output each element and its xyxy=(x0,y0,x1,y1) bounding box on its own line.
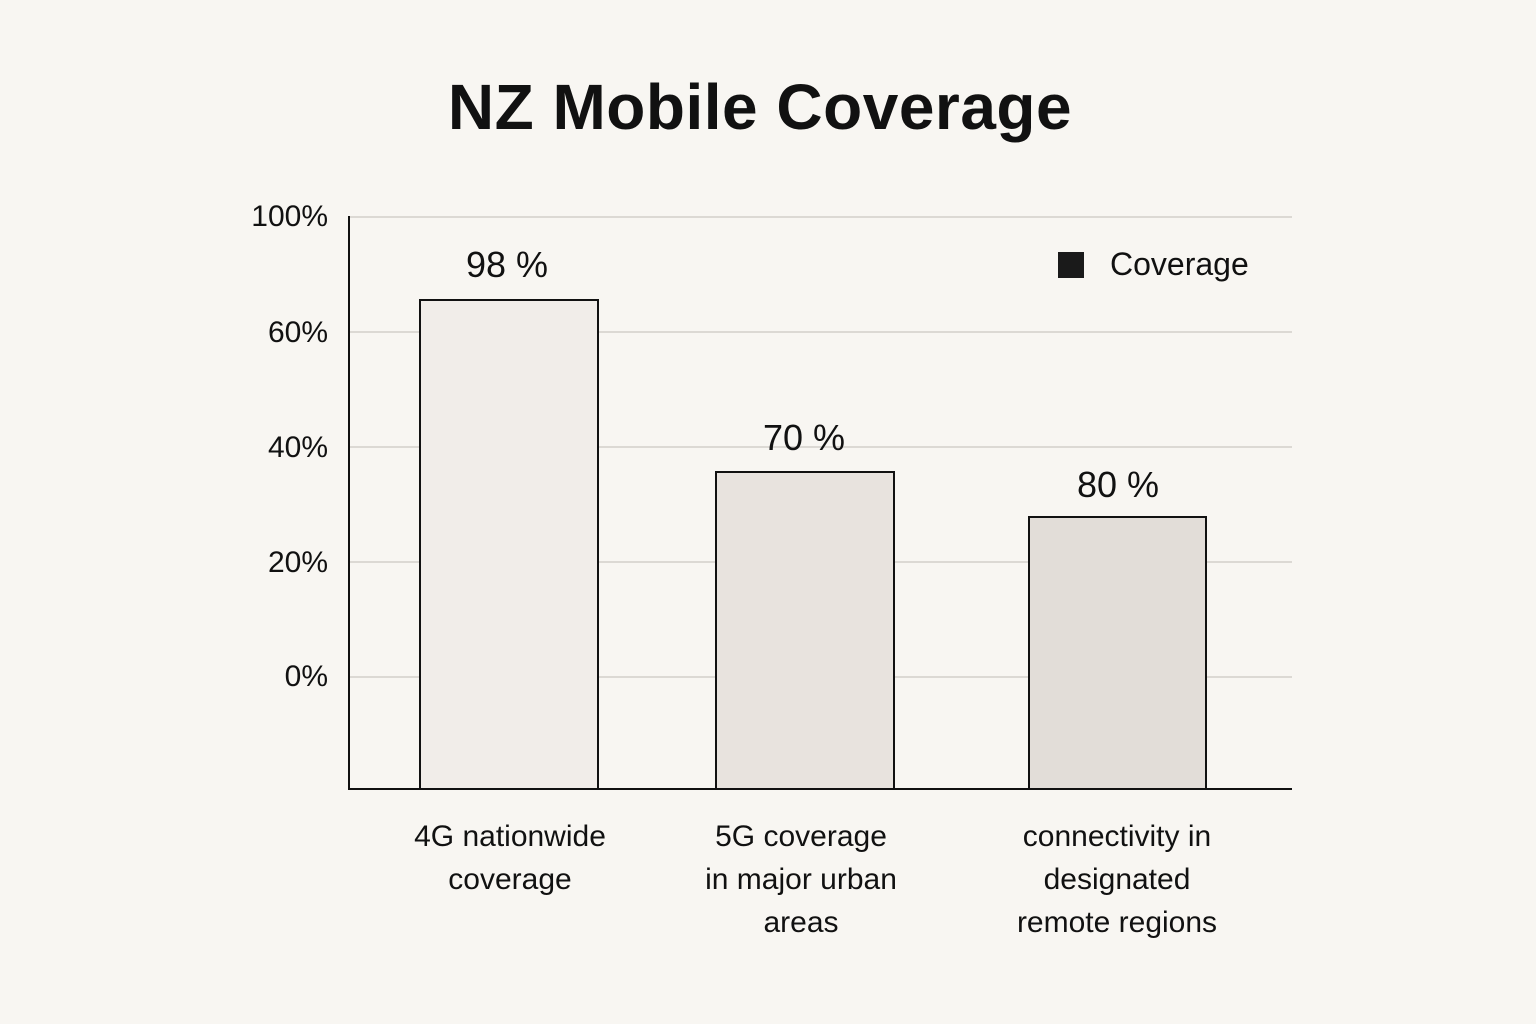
y-tick-40: 40% xyxy=(267,431,328,464)
category-label: 4G nationwide coverage xyxy=(360,815,660,901)
bar-value-label: 80 % xyxy=(1076,464,1160,505)
legend-swatch-icon xyxy=(1058,251,1084,278)
bar-value-label: 98 % xyxy=(465,244,549,285)
gridline xyxy=(350,331,1292,333)
y-tick-60: 60% xyxy=(267,316,328,349)
y-axis xyxy=(348,216,350,790)
category-label-line: designated xyxy=(1043,863,1191,896)
chart-title: NZ Mobile Coverage xyxy=(447,71,1073,143)
category-label-line: coverage xyxy=(448,863,572,896)
category-label-line: connectivity in xyxy=(1022,820,1212,853)
category-label: connectivity in designated remote region… xyxy=(967,815,1267,944)
category-label-line: remote regions xyxy=(1016,906,1218,939)
legend-label: Coverage xyxy=(1110,246,1249,282)
category-label-line: in major urban xyxy=(705,863,897,896)
gridline xyxy=(350,446,1292,448)
x-axis xyxy=(348,788,1292,790)
category-label-line: 4G nationwide xyxy=(414,820,606,853)
y-tick-0: 0% xyxy=(284,660,328,693)
category-label-line: 5G coverage xyxy=(715,820,887,853)
y-tick-100: 100% xyxy=(251,200,328,233)
gridline xyxy=(350,216,1292,218)
y-tick-20: 20% xyxy=(267,546,328,579)
bar-value-label: 70 % xyxy=(762,417,846,458)
bar-4g-nationwide xyxy=(419,299,599,790)
bar-5g-urban xyxy=(715,471,895,790)
legend: Coverage xyxy=(1058,246,1249,283)
category-label: 5G coverage in major urban areas xyxy=(651,815,951,944)
category-label-line: areas xyxy=(763,906,839,939)
bar-remote-regions xyxy=(1028,516,1207,790)
